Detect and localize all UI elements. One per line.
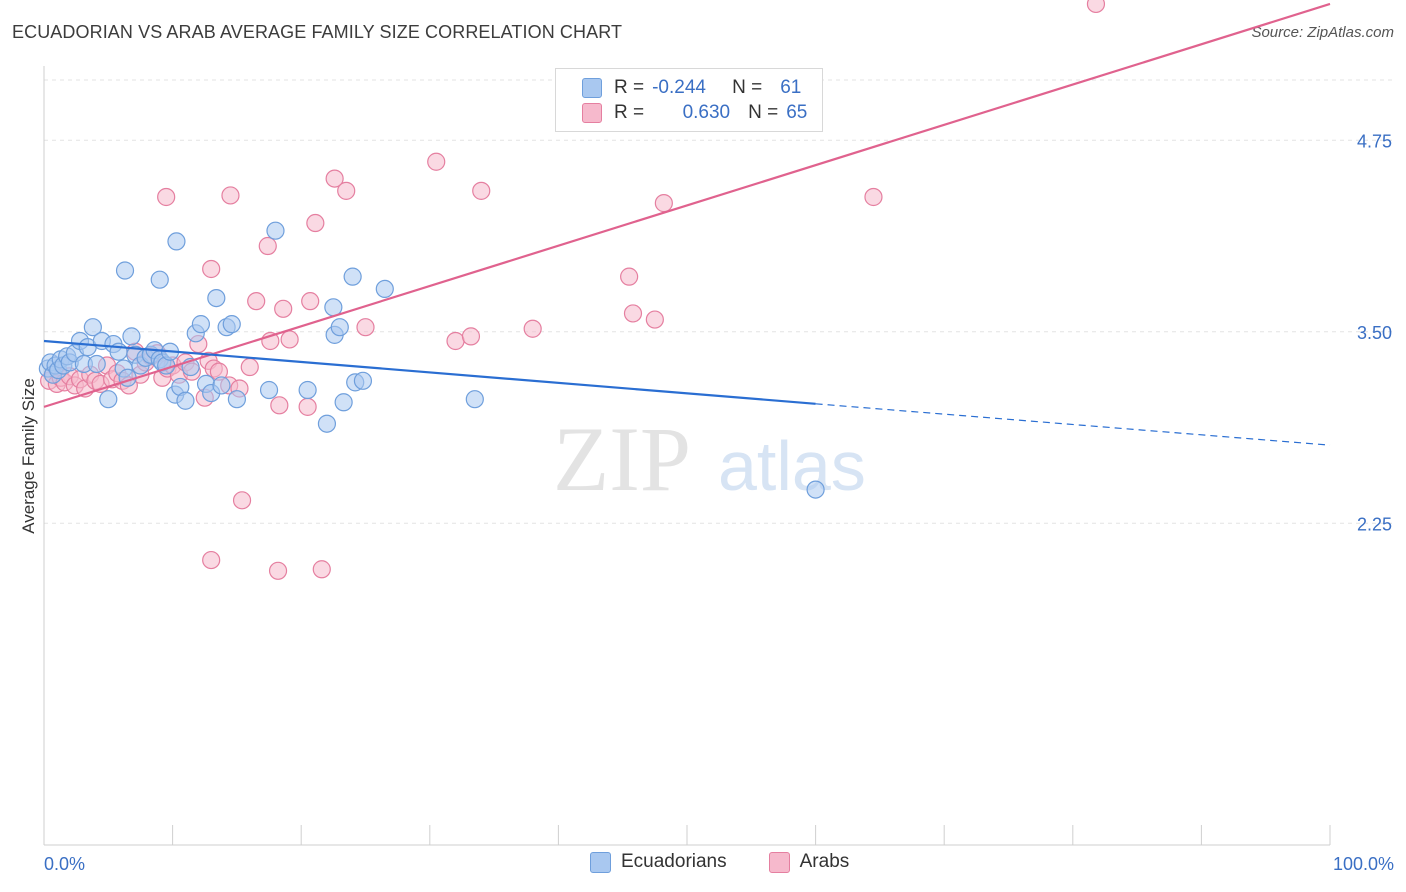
trend-lines (43, 2, 1331, 446)
arab-point (620, 267, 639, 286)
legend-r-label: R = (614, 102, 645, 123)
y-axis-title: Average Family Size (19, 378, 38, 534)
y-tick-labels: 2.253.504.756.00 (1357, 131, 1392, 534)
ecuadorian-point (375, 279, 394, 299)
legend-swatch-blue (582, 78, 602, 98)
ecuadorian-point (353, 371, 373, 390)
ecuadorian-point (150, 270, 169, 289)
legend-r-value: 0.630 (682, 102, 731, 123)
gridlines (44, 79, 1392, 524)
y-tick-label: 2.25 (1357, 514, 1392, 534)
ecuadorian-point (330, 318, 349, 337)
legend-n-label: N = (748, 102, 779, 123)
chart-title: ECUADORIAN VS ARAB AVERAGE FAMILY SIZE C… (12, 22, 623, 42)
legend-n-value: 65 (786, 102, 808, 123)
ecuadorian-point (259, 380, 279, 400)
arab-point (654, 194, 673, 213)
arab-point (202, 550, 221, 570)
ecuadorians-points (38, 221, 825, 499)
series-label-arabs: Arabs (799, 851, 850, 872)
ecuadorian-point (298, 380, 317, 400)
y-tick-label: 3.50 (1357, 323, 1392, 343)
arab-point (623, 304, 643, 323)
x-tick-label-min: 0.0% (44, 854, 85, 874)
arab-point (645, 310, 664, 329)
arab-point (270, 396, 289, 415)
watermark-zip: ZIP (553, 408, 691, 510)
arab-point (301, 292, 320, 311)
series-swatch-pink (768, 851, 790, 873)
ecuadorian-point (212, 376, 231, 395)
arab-point (268, 561, 288, 580)
arab-point (306, 213, 325, 233)
ecuadorian-point (317, 414, 337, 433)
arab-point (472, 181, 491, 200)
ecuadorian-point (167, 232, 186, 251)
ecuadorian-point (465, 390, 484, 409)
ecuadorian-point (99, 390, 118, 409)
ecuadorian-point (115, 261, 135, 280)
legend-n-value: 61 (780, 77, 802, 98)
arab-point (356, 318, 375, 337)
ecuadorian-point (266, 221, 285, 240)
arabs-trend-line (43, 2, 1331, 408)
ecuadorians-trend-line (43, 339, 816, 405)
ecuadorians-trend-extension (815, 403, 1331, 446)
ecuadorian-point (122, 327, 141, 346)
arab-point (157, 187, 176, 207)
series-swatch-blue (590, 851, 611, 873)
arab-point (461, 327, 481, 346)
arab-point (298, 397, 317, 416)
source-label: Source: ZipAtlas.com (1251, 24, 1394, 41)
ecuadorian-point (207, 288, 226, 308)
arab-point (864, 187, 883, 207)
x-tick-label-max: 100.0% (1333, 854, 1394, 874)
series-legend-arabs[interactable]: Arabs (768, 851, 850, 873)
arab-point (337, 181, 356, 200)
legend-row-arabs: R = 0.630 N = 65 (582, 102, 807, 124)
legend-r-label: R = (614, 77, 645, 98)
legend-r-value: -0.244 (652, 77, 706, 98)
arab-point (232, 491, 252, 510)
arab-point (258, 236, 277, 256)
arab-point (523, 319, 542, 338)
arab-point (274, 299, 293, 318)
watermark-atlas: atlas (718, 427, 866, 505)
ecuadorian-point (222, 315, 241, 334)
ecuadorian-point (227, 390, 246, 409)
arab-point (446, 331, 465, 351)
ecuadorian-point (176, 391, 195, 410)
series-legend-ecuadorians[interactable]: Ecuadorians (590, 851, 727, 873)
series-legend: Ecuadorians Arabs (590, 851, 871, 873)
legend-row-ecuadorians: R = -0.244 N = 61 (582, 77, 801, 99)
arab-point (1086, 0, 1106, 14)
ecuadorian-point (87, 354, 106, 374)
legend-swatch-pink (582, 103, 602, 123)
y-tick-label: 4.75 (1357, 131, 1392, 151)
arab-point (280, 330, 299, 349)
arab-point (325, 169, 344, 188)
ecuadorian-point (83, 318, 102, 337)
legend-n-label: N = (732, 77, 763, 98)
ecuadorian-point (191, 315, 210, 334)
arab-point (221, 186, 240, 205)
arab-point (427, 152, 446, 171)
arab-point (202, 259, 221, 279)
ecuadorian-point (806, 480, 825, 499)
arab-point (247, 292, 266, 311)
ecuadorian-point (334, 393, 353, 412)
ecuadorian-point (343, 267, 362, 286)
arab-point (240, 357, 259, 377)
arab-point (312, 560, 331, 579)
correlation-legend: R = -0.244 N = 61 R = 0.630 N = 65 (555, 68, 823, 132)
axes (43, 66, 1331, 846)
series-label-ecuadorians: Ecuadorians (621, 851, 727, 872)
